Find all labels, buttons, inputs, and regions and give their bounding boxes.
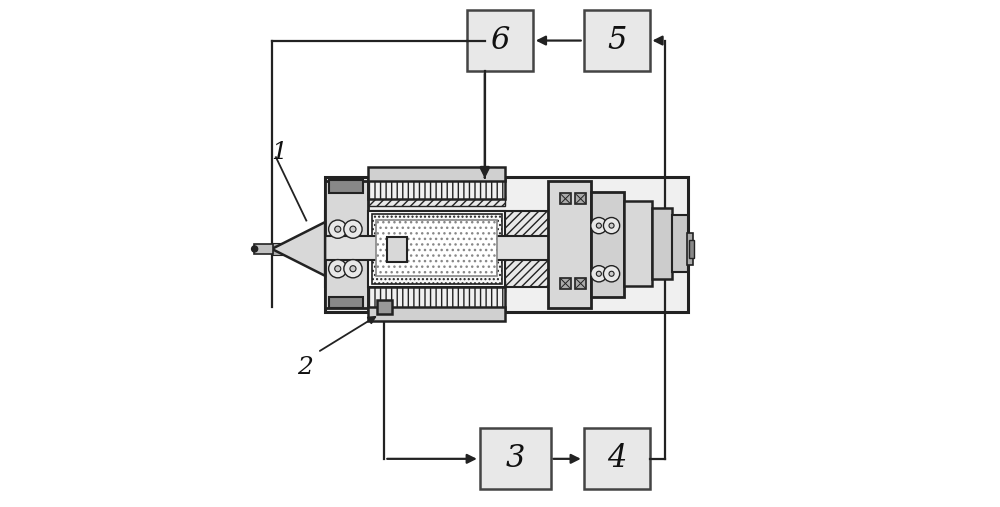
Bar [377, 300, 392, 314]
Bar [584, 10, 650, 71]
Text: 2: 2 [297, 356, 313, 379]
Circle shape [344, 220, 362, 238]
Bar [575, 278, 586, 289]
Bar [272, 243, 677, 255]
Circle shape [344, 260, 362, 278]
Text: 3: 3 [506, 443, 525, 475]
Bar [376, 220, 497, 276]
Circle shape [603, 266, 620, 282]
Bar [689, 240, 694, 258]
Circle shape [252, 246, 258, 252]
Bar [325, 236, 639, 260]
Circle shape [350, 266, 356, 272]
Bar [368, 177, 505, 199]
Circle shape [603, 218, 620, 234]
Bar [372, 214, 502, 284]
Bar [652, 208, 672, 279]
Circle shape [335, 226, 341, 232]
Circle shape [591, 266, 607, 282]
Circle shape [350, 226, 356, 232]
Bar [584, 428, 650, 489]
Text: 4: 4 [607, 443, 626, 475]
Bar [591, 192, 624, 297]
Bar [575, 193, 586, 204]
Bar [368, 287, 505, 310]
Bar [560, 193, 571, 204]
Bar [329, 297, 363, 308]
Text: 6: 6 [490, 25, 510, 56]
Bar [325, 177, 688, 312]
Bar [480, 428, 551, 489]
Bar [387, 237, 407, 262]
Bar [624, 201, 652, 286]
Circle shape [609, 223, 614, 228]
Circle shape [335, 266, 341, 272]
Circle shape [609, 271, 614, 276]
Bar [687, 233, 693, 265]
Bar [368, 167, 505, 181]
Bar [368, 196, 505, 206]
Bar [467, 10, 533, 71]
Text: 1: 1 [271, 140, 287, 164]
Polygon shape [272, 222, 325, 276]
Circle shape [329, 260, 347, 278]
Bar [254, 244, 273, 254]
Bar [560, 278, 571, 289]
Bar [548, 181, 591, 308]
Circle shape [591, 218, 607, 234]
Bar [672, 215, 688, 272]
Bar [325, 181, 368, 308]
Bar [368, 281, 505, 292]
Circle shape [329, 220, 347, 238]
Bar [368, 211, 505, 287]
Bar [325, 211, 606, 287]
Circle shape [596, 223, 601, 228]
Circle shape [596, 271, 601, 276]
Bar [368, 307, 505, 321]
Bar [329, 180, 363, 193]
Text: 5: 5 [607, 25, 626, 56]
